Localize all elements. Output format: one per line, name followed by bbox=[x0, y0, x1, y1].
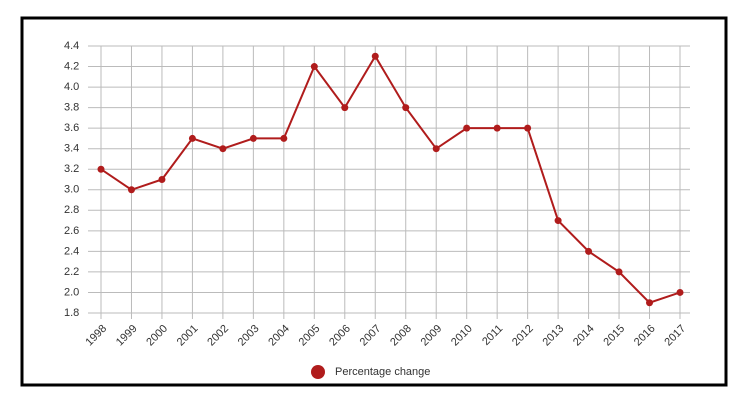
point bbox=[402, 104, 410, 112]
point bbox=[524, 124, 532, 132]
y-tick-label: 3.8 bbox=[64, 102, 79, 114]
point bbox=[615, 268, 623, 276]
point bbox=[188, 134, 196, 142]
y-tick-label: 3.0 bbox=[64, 184, 79, 196]
point bbox=[676, 288, 684, 296]
y-tick-label: 1.8 bbox=[64, 307, 79, 319]
frame bbox=[20, 16, 728, 387]
y-tick-label: 3.4 bbox=[64, 143, 79, 155]
y-tick-label: 4.2 bbox=[64, 60, 79, 72]
y-tick-label: 4.0 bbox=[64, 81, 79, 93]
point bbox=[463, 124, 471, 132]
point bbox=[310, 63, 318, 71]
legend-marker bbox=[311, 365, 325, 379]
y-tick-label: 2.2 bbox=[64, 266, 79, 278]
point bbox=[219, 145, 227, 153]
point bbox=[493, 124, 501, 132]
y-tick-label: 2.6 bbox=[64, 225, 79, 237]
point bbox=[249, 134, 257, 142]
y-tick-label: 4.4 bbox=[64, 40, 79, 52]
legend-label: Percentage change bbox=[335, 366, 430, 378]
y-tick-label: 2.0 bbox=[64, 286, 79, 298]
point bbox=[554, 217, 562, 225]
point bbox=[432, 145, 440, 153]
point bbox=[127, 186, 135, 194]
point bbox=[158, 176, 166, 183]
line bbox=[100, 54, 681, 304]
point bbox=[371, 52, 379, 60]
y-tick-label: 3.6 bbox=[64, 122, 79, 134]
point bbox=[341, 104, 349, 112]
point bbox=[97, 165, 105, 173]
point bbox=[585, 247, 593, 255]
point bbox=[280, 134, 288, 142]
y-tick-label: 2.4 bbox=[64, 245, 79, 257]
y-tick-label: 3.2 bbox=[64, 163, 79, 175]
point bbox=[646, 299, 654, 307]
y-tick-label: 2.8 bbox=[64, 204, 79, 216]
